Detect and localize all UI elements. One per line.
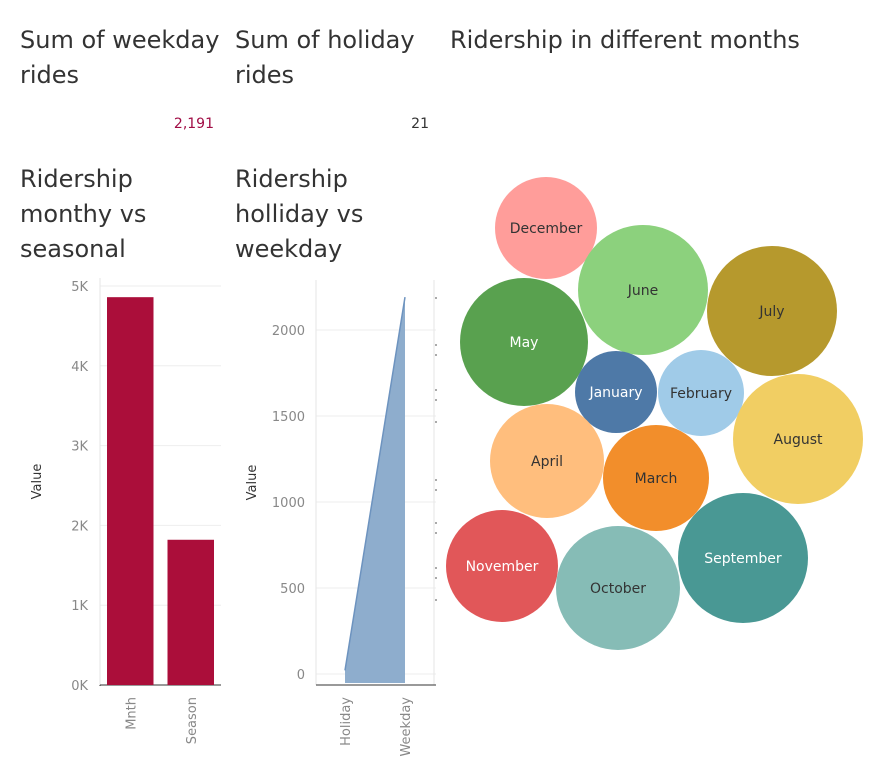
bar-chart: 0K 1K 2K 3K 4K 5K Value Mnth Season: [30, 278, 221, 744]
bubble-label-february: February: [670, 386, 732, 402]
area-y-tick-label: 500: [280, 582, 305, 597]
bubble-label-september: September: [704, 551, 782, 567]
kpi-weekday-title: Sum of weekday rides: [20, 23, 220, 93]
bubble-label-december: December: [510, 221, 583, 237]
bubble-march: [603, 425, 709, 531]
bar-y-tick-label: 1K: [71, 599, 88, 614]
bubble-label-october: October: [590, 581, 646, 597]
kpi-holiday-title: Sum of holiday rides: [235, 23, 435, 93]
area-y-axis-title: Value: [245, 465, 260, 501]
bar-y-tick-label: 2K: [71, 519, 88, 534]
area-chart-title-line2: holliday vs: [235, 200, 364, 228]
bubble-label-january: January: [588, 385, 642, 401]
kpi-weekday-title-line1: Sum of weekday: [20, 26, 220, 54]
bar-x-tick-label: Season: [185, 697, 200, 744]
bar-x-tick-label: Mnth: [124, 697, 139, 730]
area-line: [344, 297, 406, 671]
bubble-chart-title: Ridership in different months: [450, 26, 800, 54]
kpi-holiday-value: 21: [411, 116, 429, 132]
area-y-tick-label: 1000: [272, 496, 305, 511]
area-y-tick-label: 2000: [272, 324, 305, 339]
area-x-tick-label: Holiday: [339, 697, 354, 746]
area-x-tick-label: Weekday: [399, 697, 414, 757]
kpi-holiday-title-line1: Sum of holiday: [235, 26, 415, 54]
bubble-chart: December June July May January February August…: [446, 177, 863, 650]
bar-y-axis-title: Value: [30, 464, 45, 500]
bubble-label-april: April: [531, 454, 563, 470]
bubble-november: [446, 510, 558, 622]
kpi-holiday-title-line2: rides: [235, 61, 295, 89]
bar-y-tick-label: 3K: [71, 440, 88, 455]
bar-y-tick-label: 4K: [71, 360, 88, 375]
area-chart-title-line1: Ridership: [235, 165, 348, 193]
area-y-tick-label: 0: [297, 668, 305, 683]
kpi-weekday-title-line2: rides: [20, 61, 80, 89]
bubble-label-august: August: [774, 432, 824, 448]
bubble-label-july: July: [758, 304, 784, 320]
area-y-tick-label: 1500: [272, 410, 305, 425]
bubble-october: [556, 526, 680, 650]
bar-season: [167, 539, 214, 685]
bar-mnth: [107, 297, 154, 685]
bubble-june: [578, 225, 708, 355]
bar-chart-title-line1: Ridership: [20, 165, 133, 193]
bubble-august: [733, 374, 863, 504]
bar-y-tick-label: 5K: [71, 280, 88, 295]
area-chart-title: Ridership holliday vs weekday: [235, 162, 435, 267]
bar-y-tick-label: 0K: [71, 679, 88, 694]
bubble-january: [575, 351, 657, 433]
kpi-weekday-value: 2,191: [173, 116, 214, 132]
bubble-july: [707, 246, 837, 376]
bar-chart-title-line2: monthy vs: [20, 200, 147, 228]
bubble-label-november: November: [466, 559, 539, 575]
bubble-april: [490, 404, 604, 518]
bubble-label-march: March: [635, 471, 678, 487]
bubble-label-june: June: [627, 283, 659, 299]
bubble-label-may: May: [510, 335, 539, 351]
bubble-february: [658, 350, 744, 436]
bubble-may: [460, 278, 588, 406]
area-chart-title-line3: weekday: [235, 235, 343, 263]
area-chart: 0 500 1000 1500 2000 Value Holiday Weekday: [245, 280, 437, 757]
bar-chart-title-line3: seasonal: [20, 235, 126, 263]
bubble-december: [495, 177, 597, 279]
bubble-september: [678, 493, 808, 623]
bar-chart-title: Ridership monthy vs seasonal: [20, 162, 220, 267]
